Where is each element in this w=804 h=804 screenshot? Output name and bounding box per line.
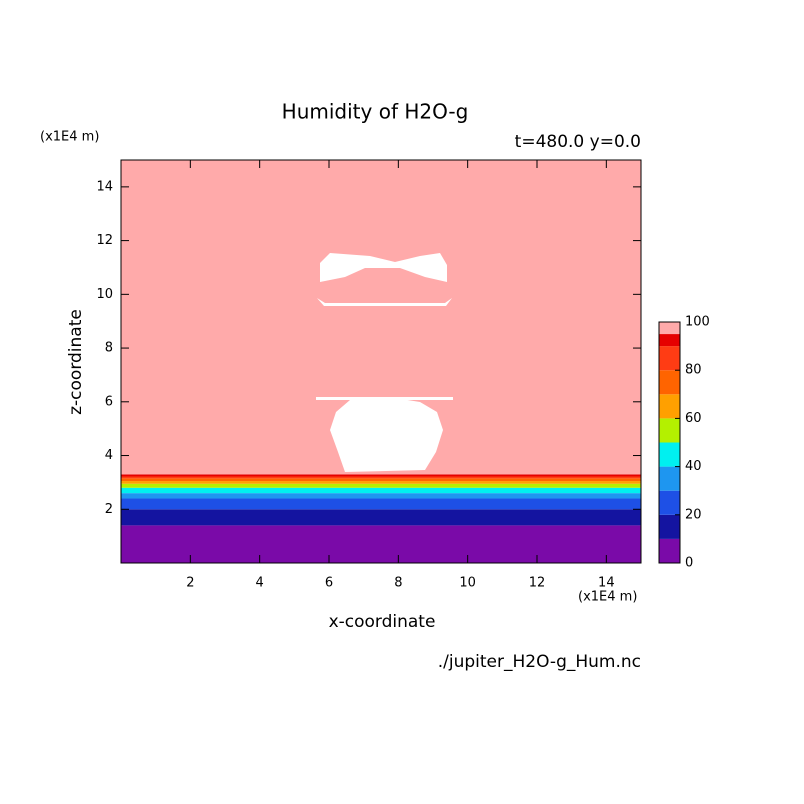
colorbar-segment <box>659 370 680 395</box>
missing-region <box>320 253 447 282</box>
chart-title: Humidity of H2O-g <box>282 100 469 124</box>
colorbar-tick-label: 0 <box>685 556 693 571</box>
contour-band <box>121 525 641 563</box>
plot-frame <box>120 159 642 564</box>
x-tick-label: 12 <box>529 576 546 591</box>
contour-band <box>121 481 641 484</box>
colorbar-tick-label: 60 <box>685 411 702 426</box>
colorbar-segment <box>659 466 680 491</box>
colorbar-segment <box>659 418 680 443</box>
y-tick-label: 14 <box>96 179 113 194</box>
colorbar-frame <box>658 321 681 564</box>
missing-region <box>330 398 443 472</box>
contour-band <box>121 509 641 526</box>
colorbar-segment <box>659 322 680 335</box>
field <box>121 160 641 563</box>
colorbar-segment <box>659 514 680 539</box>
subtitle: t=480.0 y=0.0 <box>515 132 641 152</box>
y-unit: (x1E4 m) <box>40 130 99 145</box>
x-tick-label: 8 <box>394 576 402 591</box>
contour-band <box>121 478 641 482</box>
missing-region <box>317 298 452 306</box>
colorbar-segment <box>659 346 680 371</box>
x-unit: (x1E4 m) <box>578 590 637 605</box>
y-tick-label: 10 <box>96 287 113 302</box>
contour-band <box>121 487 641 494</box>
colorbar-tick-label: 80 <box>685 363 702 378</box>
x-axis-label: x-coordinate <box>329 612 436 632</box>
contour-band <box>121 474 641 477</box>
contour-band <box>121 483 641 488</box>
x-tick-label: 4 <box>256 576 264 591</box>
y-axis-label: z-coordinate <box>66 309 86 415</box>
colorbar-tick-label: 40 <box>685 459 702 474</box>
source-file: ./jupiter_H2O-g_Hum.nc <box>438 652 641 672</box>
x-tick-label: 6 <box>325 576 333 591</box>
x-tick-label: 10 <box>459 576 476 591</box>
colorbar-segment <box>659 442 680 467</box>
contour-band <box>121 476 641 479</box>
colorbar-segment <box>659 538 680 563</box>
colorbar-segment <box>659 394 680 419</box>
contour-band <box>121 493 641 499</box>
x-tick-label: 14 <box>598 576 615 591</box>
x-tick-label: 2 <box>186 576 194 591</box>
missing-regions <box>316 253 453 472</box>
colorbar-segment <box>659 490 680 515</box>
y-tick-label: 4 <box>105 448 113 463</box>
y-tick-label: 8 <box>105 341 113 356</box>
y-tick-label: 2 <box>105 502 113 517</box>
colorbar-segment <box>659 334 680 347</box>
contour-band <box>121 498 641 510</box>
colorbar-tick-label: 20 <box>685 507 702 522</box>
y-tick-label: 12 <box>96 233 113 248</box>
y-tick-label: 6 <box>105 394 113 409</box>
colorbar-tick-label: 100 <box>685 315 710 330</box>
